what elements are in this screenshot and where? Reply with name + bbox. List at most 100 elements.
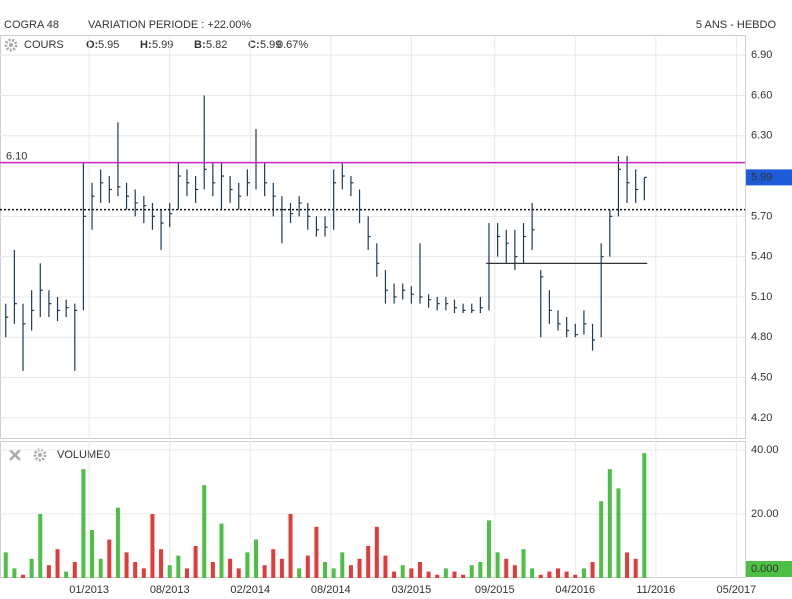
period: 5 ANS - HEBDO — [696, 19, 777, 31]
y-tick-label: 40.00 — [751, 444, 779, 456]
legend-value: 5.95 — [98, 39, 119, 51]
legend-key: O: — [86, 39, 98, 51]
volume-bar — [21, 574, 26, 578]
volume-bar — [374, 526, 379, 578]
volume-bar — [426, 571, 431, 578]
x-tick-label: 01/2013 — [69, 584, 109, 596]
volume-bar — [521, 549, 526, 578]
volume-bar — [12, 568, 17, 578]
volume-bar — [573, 574, 578, 578]
y-tick-label: 4.80 — [751, 331, 772, 343]
volume-bar — [210, 561, 215, 578]
x-tick-label: 03/2015 — [391, 584, 431, 596]
volume-bar — [115, 507, 120, 578]
x-tick-label: 08/2013 — [150, 584, 190, 596]
x-tick-label: 11/2016 — [636, 584, 675, 596]
gear[interactable] — [4, 38, 18, 52]
y-tick-label: 6.90 — [751, 49, 772, 61]
volume-bar — [383, 555, 388, 578]
legend-value: 5.99 — [152, 39, 173, 51]
volume-bar — [167, 565, 172, 578]
x-tick-label: 02/2014 — [230, 584, 270, 596]
last-volume-box — [746, 561, 792, 577]
x-tick-label: 09/2015 — [475, 584, 515, 596]
x-tick-label: 08/2014 — [311, 584, 351, 596]
volume-bar — [323, 561, 328, 578]
volume-bar — [245, 552, 250, 578]
volume-bar — [262, 565, 267, 578]
volume-bar — [504, 558, 509, 578]
volume-bar — [581, 568, 586, 578]
gear-hub[interactable] — [38, 453, 42, 457]
volume-bar — [98, 558, 103, 578]
y-tick-label: 5.40 — [751, 251, 772, 263]
volume-bar — [556, 568, 561, 578]
legend-value: 5.82 — [206, 39, 227, 51]
volume-bar — [55, 549, 60, 578]
volume-bar — [202, 485, 207, 578]
volume-bar — [409, 568, 414, 578]
legend-key: H: — [140, 39, 152, 51]
volume-bar — [461, 574, 466, 578]
volume-settings-icon[interactable] — [33, 448, 47, 462]
volume-bar — [3, 552, 8, 578]
volume-bar — [38, 513, 43, 578]
cross[interactable] — [9, 449, 21, 461]
legend-change: 0.67% — [277, 39, 308, 51]
volume-bar — [478, 561, 483, 578]
volume-bar — [512, 565, 517, 578]
volume-bar — [469, 565, 474, 578]
volume-bar — [348, 565, 353, 578]
variation: VARIATION PERIODE : +22.00% — [88, 19, 251, 31]
price-panel — [0, 35, 746, 439]
volume-bar — [219, 523, 224, 578]
close-icon[interactable] — [9, 449, 21, 461]
volume-bar — [29, 558, 34, 578]
volume-bar — [564, 571, 569, 578]
volume-bar — [607, 469, 612, 578]
volume-value: 0 — [104, 449, 110, 461]
gear-hub[interactable] — [9, 43, 13, 47]
volume-bar — [331, 568, 336, 578]
volume-title: VOLUME — [57, 449, 103, 461]
volume-bar — [314, 526, 319, 578]
volume-bar — [443, 568, 448, 578]
volume-bar — [357, 558, 362, 578]
last-volume-label: 0.000 — [751, 563, 779, 575]
volume-bar — [81, 469, 86, 578]
volume-bar — [538, 574, 543, 578]
volume-bar — [150, 513, 155, 578]
volume-bar — [124, 552, 129, 578]
volume-bar — [133, 561, 138, 578]
y-tick-label: 6.30 — [751, 130, 772, 142]
volume-bar — [236, 568, 241, 578]
volume-bar — [141, 568, 146, 578]
volume-bar — [530, 568, 535, 578]
legend-title: COURS — [24, 39, 64, 51]
y-tick-label: 5.70 — [751, 210, 772, 222]
volume-bar — [271, 549, 276, 578]
volume-bar — [90, 529, 95, 578]
volume-bar — [400, 565, 405, 578]
volume-bar — [392, 571, 397, 578]
y-tick-label: 20.00 — [751, 508, 779, 520]
volume-bar — [435, 574, 440, 578]
settings-icon[interactable] — [4, 38, 18, 52]
volume-bar — [279, 558, 284, 578]
volume-bar — [590, 561, 595, 578]
volume-bar — [64, 571, 69, 578]
volume-bar — [72, 561, 77, 578]
volume-bar — [228, 558, 233, 578]
last-price-box — [746, 169, 792, 186]
legend-key: B: — [194, 39, 206, 51]
volume-bar — [184, 568, 189, 578]
y-tick-label: 4.20 — [751, 412, 772, 424]
volume-bar — [417, 561, 422, 578]
volume-bar — [486, 520, 491, 578]
volume-bar — [107, 539, 112, 578]
volume-bar — [625, 552, 630, 578]
volume-bar — [46, 565, 51, 578]
volume-bar — [193, 545, 198, 578]
